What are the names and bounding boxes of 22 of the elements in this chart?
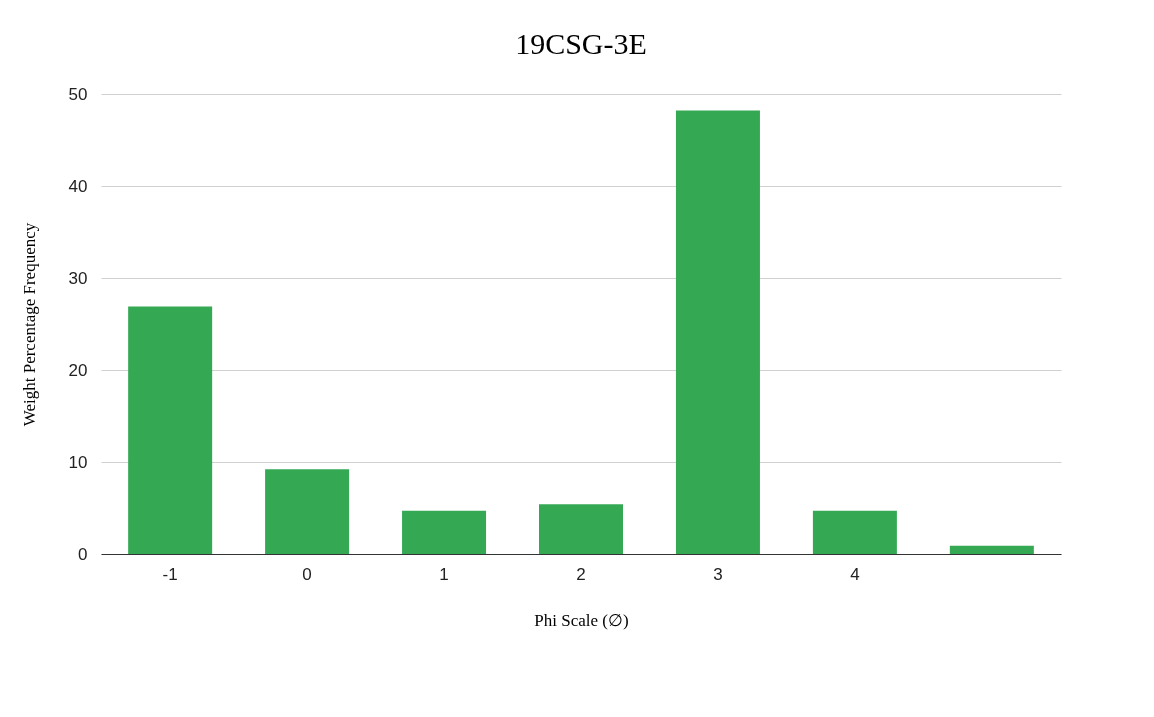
x-tick-label: 4: [850, 564, 860, 584]
y-axis-title: Weight Percentage Frequency: [19, 222, 39, 427]
bar: [675, 110, 760, 554]
y-tick-label: 30: [68, 268, 88, 288]
bar: [128, 306, 213, 554]
bar: [949, 545, 1034, 554]
y-tick-label: 20: [68, 360, 88, 380]
y-tick-label: 10: [68, 452, 88, 472]
y-tick-label: 0: [78, 544, 88, 564]
y-tick-label: 50: [68, 84, 88, 104]
x-axis-title: Phi Scale (∅): [534, 610, 629, 630]
x-tick-label: 3: [713, 564, 723, 584]
bar: [539, 504, 623, 554]
chart-title: 19CSG-3E: [515, 27, 647, 60]
x-tick-label: 1: [439, 564, 449, 584]
bar: [812, 510, 897, 554]
y-tick-label: 40: [68, 176, 88, 196]
bar: [402, 510, 487, 554]
bar: [265, 469, 350, 554]
x-tick-label: 2: [576, 564, 586, 584]
x-tick-label: -1: [162, 564, 178, 584]
x-tick-label: 0: [302, 564, 312, 584]
